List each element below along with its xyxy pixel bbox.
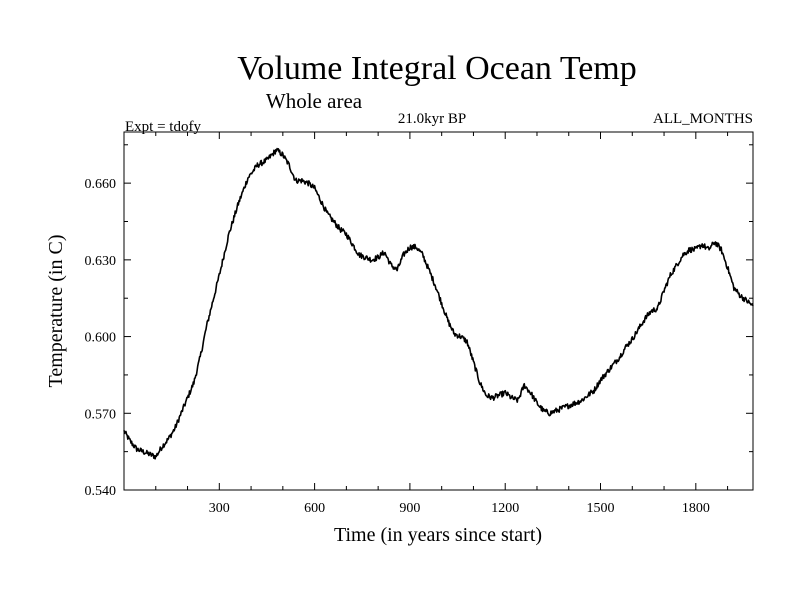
y-tick-label: 0.570 (85, 407, 117, 422)
axis-ticks (124, 132, 753, 491)
x-tick-label: 1200 (491, 501, 519, 516)
y-tick-label: 0.600 (85, 331, 117, 346)
series-group (123, 147, 754, 460)
chart-subtitle: Whole area (266, 89, 363, 113)
x-axis-label: Time (in years since start) (334, 524, 542, 546)
x-tick-label: 1500 (587, 501, 615, 516)
y-tick-label: 0.660 (85, 177, 117, 192)
x-tick-label: 600 (304, 501, 325, 516)
temperature-series-line (123, 147, 754, 460)
y-axis-label: Temperature (in C) (45, 235, 67, 388)
x-tick-label: 900 (399, 501, 420, 516)
plot-frame (123, 131, 754, 491)
period-label: 21.0kyr BP (398, 111, 466, 127)
x-tick-label: 1800 (682, 501, 710, 516)
x-tick-label: 300 (209, 501, 230, 516)
chart-title: Volume Integral Ocean Temp (237, 50, 637, 87)
tick-labels: 300 600 900 1200 1500 1800 0.540 0.570 0.600 0.63… (85, 177, 710, 516)
y-tick-label: 0.540 (85, 484, 117, 499)
months-label: ALL_MONTHS (653, 111, 753, 127)
experiment-label: Expt = tdofy (125, 119, 201, 135)
y-tick-label: 0.630 (85, 254, 117, 269)
